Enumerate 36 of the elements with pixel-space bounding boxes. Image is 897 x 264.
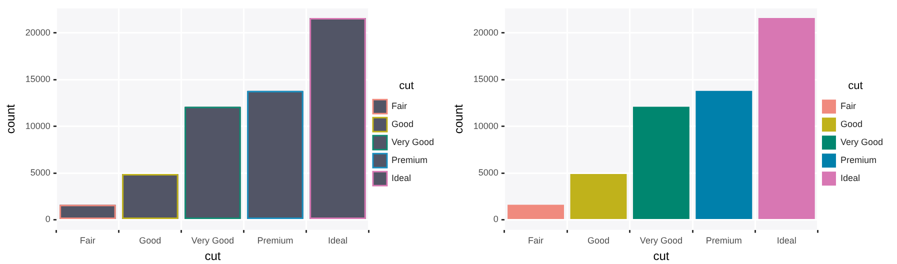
- x-tick-label: Premium: [706, 236, 742, 246]
- y-tick-label: 15000: [25, 74, 50, 84]
- x-tick-label: Very Good: [640, 236, 682, 246]
- y-axis-title: count: [452, 104, 466, 134]
- x-tick-label: Fair: [528, 236, 544, 246]
- y-tick-label: 0: [493, 214, 498, 224]
- legend-label: Fair: [840, 101, 856, 112]
- x-tick-label: Fair: [80, 236, 96, 246]
- legend-title: cut: [399, 80, 414, 92]
- x-axis-title: cut: [653, 249, 670, 264]
- x-tick-label: Premium: [257, 236, 294, 246]
- x-tick-label: Very Good: [191, 236, 234, 246]
- y-tick-label: 5000: [478, 168, 498, 178]
- x-tick-label: Ideal: [328, 236, 348, 246]
- legend-label: Premium: [840, 155, 876, 166]
- legend-label: Ideal: [391, 173, 412, 184]
- x-tick-label: Good: [139, 236, 162, 246]
- x-axis-title: cut: [204, 249, 222, 264]
- y-tick-label: 20000: [25, 27, 50, 38]
- y-tick-label: 5000: [30, 168, 50, 178]
- legend-label: Premium: [391, 155, 428, 166]
- legend-label: Good: [391, 119, 414, 130]
- y-tick-label: 0: [45, 214, 50, 224]
- legend-label: Ideal: [840, 173, 860, 184]
- legend-label: Very Good: [840, 137, 884, 148]
- legend-title: cut: [848, 80, 863, 92]
- y-tick-label: 20000: [473, 27, 498, 38]
- y-tick-label: 10000: [25, 120, 50, 131]
- y-tick-label: 10000: [473, 120, 498, 131]
- x-tick-label: Ideal: [776, 236, 796, 246]
- legend-label: Fair: [391, 101, 407, 112]
- y-tick-label: 15000: [473, 74, 498, 84]
- legend-label: Very Good: [391, 137, 434, 148]
- y-axis-title: count: [4, 104, 18, 134]
- x-tick-label: Good: [587, 236, 610, 246]
- legend-label: Good: [840, 119, 863, 130]
